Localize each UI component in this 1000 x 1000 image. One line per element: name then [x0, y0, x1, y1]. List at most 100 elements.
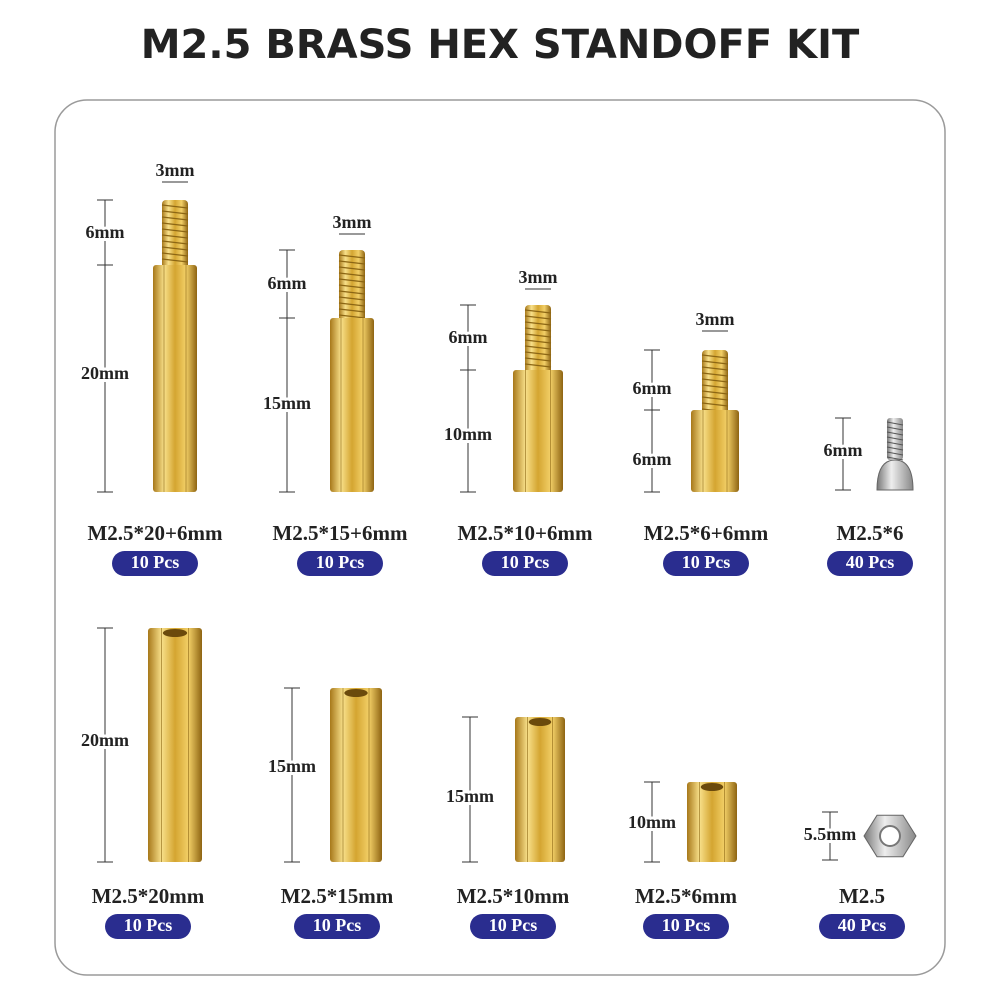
- dimension-label: 20mm: [81, 363, 129, 383]
- thread-line: [161, 228, 189, 233]
- thread-line: [338, 266, 366, 271]
- thread-line: [524, 309, 552, 314]
- thread-line: [886, 421, 904, 426]
- nut-hole: [879, 825, 901, 847]
- hex-body: [153, 265, 197, 492]
- quantity-pill: [663, 551, 749, 576]
- thread-line: [701, 384, 729, 389]
- dimension-label: 6mm: [633, 378, 672, 398]
- thread-line: [338, 314, 366, 319]
- item-name: M2.5*10+6mm: [457, 521, 593, 545]
- screw-head: [876, 459, 914, 491]
- thread-line: [701, 402, 729, 407]
- thread-line: [338, 290, 366, 295]
- quantity-pill: [827, 551, 913, 576]
- dimension-label: 6mm: [633, 449, 672, 469]
- item-name: M2.5*20mm: [92, 884, 205, 908]
- dimension-label: 15mm: [446, 786, 494, 806]
- item-name: M2.5*20+6mm: [87, 521, 223, 545]
- quantity-pill: [105, 914, 191, 939]
- quantity: 10 Pcs: [489, 915, 538, 935]
- thread-line: [886, 441, 904, 446]
- quantity-pill: [112, 551, 198, 576]
- item-name: M2.5*10mm: [457, 884, 570, 908]
- quantity-pill: [482, 551, 568, 576]
- thread-line: [886, 426, 904, 431]
- item-name: M2.5*15+6mm: [272, 521, 408, 545]
- dimension-label: 10mm: [628, 812, 676, 832]
- quantity-pill: [643, 914, 729, 939]
- thread-line: [161, 252, 189, 257]
- dimension-label: 6mm: [268, 273, 307, 293]
- thread-line: [161, 210, 189, 215]
- width-label: 3mm: [696, 309, 735, 329]
- quantity: 10 Pcs: [124, 915, 173, 935]
- hex-body: [513, 370, 563, 492]
- quantity: 40 Pcs: [838, 915, 887, 935]
- quantity: 40 Pcs: [846, 552, 895, 572]
- hex-body: [330, 318, 374, 492]
- hex-body: [687, 782, 737, 862]
- thread-line: [338, 284, 366, 289]
- width-label: 3mm: [156, 160, 195, 180]
- thread-line: [524, 345, 552, 350]
- thread-line: [161, 240, 189, 245]
- thread-line: [161, 216, 189, 221]
- hole: [700, 783, 724, 791]
- thread: [162, 200, 188, 269]
- quantity: 10 Pcs: [501, 552, 550, 572]
- hex-body: [330, 688, 382, 862]
- dimension-label: 6mm: [824, 440, 863, 460]
- thread-line: [338, 302, 366, 307]
- thread-line: [701, 360, 729, 365]
- hole: [162, 629, 188, 637]
- hex-body: [691, 410, 739, 492]
- thread: [525, 305, 551, 374]
- thread-line: [338, 254, 366, 259]
- dimension-label: 15mm: [263, 393, 311, 413]
- thread-line: [701, 390, 729, 395]
- thread-line: [161, 222, 189, 227]
- thread-line: [701, 366, 729, 371]
- title: M2.5 BRASS HEX STANDOFF KIT: [141, 22, 860, 68]
- dimension-label: 6mm: [449, 327, 488, 347]
- dimension-label: 15mm: [268, 756, 316, 776]
- thread-line: [701, 372, 729, 377]
- thread-line: [886, 456, 904, 461]
- quantity: 10 Pcs: [682, 552, 731, 572]
- frame: [54, 99, 946, 976]
- hole: [528, 718, 552, 726]
- quantity-pill: [470, 914, 556, 939]
- item-name: M2.5*15mm: [281, 884, 394, 908]
- item-name: M2.5*6mm: [635, 884, 738, 908]
- quantity: 10 Pcs: [662, 915, 711, 935]
- thread-line: [701, 354, 729, 359]
- thread-line: [701, 396, 729, 401]
- quantity: 10 Pcs: [316, 552, 365, 572]
- thread-line: [886, 431, 904, 436]
- thread-line: [524, 357, 552, 362]
- thread-line: [161, 246, 189, 251]
- thread-line: [161, 204, 189, 209]
- width-label: 3mm: [519, 267, 558, 287]
- thread-line: [886, 451, 904, 456]
- item-name: M2.5*6+6mm: [644, 521, 769, 545]
- thread-line: [338, 278, 366, 283]
- thread-line: [524, 333, 552, 338]
- dimension-label: 10mm: [444, 424, 492, 444]
- thread-line: [524, 351, 552, 356]
- thread-line: [161, 234, 189, 239]
- quantity-pill: [294, 914, 380, 939]
- width-label: 3mm: [333, 212, 372, 232]
- quantity-pill: [819, 914, 905, 939]
- hex-body: [148, 628, 202, 862]
- hole: [344, 689, 368, 697]
- thread-line: [524, 339, 552, 344]
- quantity-pill: [297, 551, 383, 576]
- thread-line: [161, 258, 189, 263]
- quantity: 10 Pcs: [313, 915, 362, 935]
- dimension-label: 5.5mm: [804, 824, 857, 844]
- thread-line: [886, 446, 904, 451]
- thread-line: [338, 260, 366, 265]
